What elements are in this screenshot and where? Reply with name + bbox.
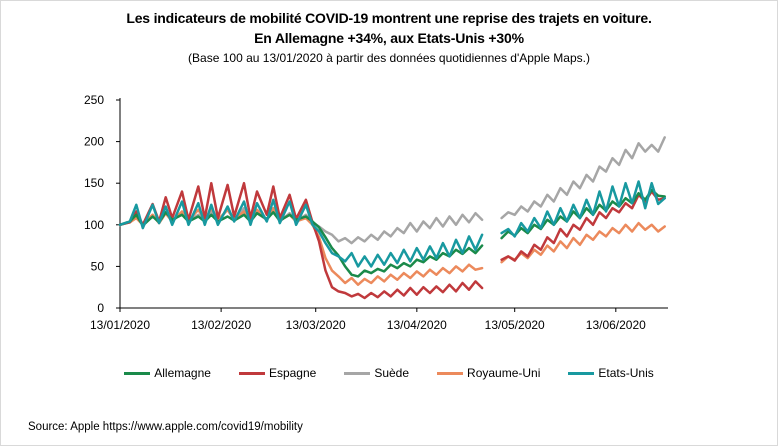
legend-item-royaume-uni: Royaume-Uni — [437, 366, 540, 380]
series-line-allemagne-1 — [118, 211, 484, 278]
y-tick-label: 250 — [84, 93, 104, 107]
y-tick-label: 200 — [84, 135, 104, 149]
chart-title: Les indicateurs de mobilité COVID-19 mon… — [126, 10, 652, 26]
legend-swatch — [238, 371, 265, 375]
y-tick-label: 0 — [97, 301, 104, 315]
legend-label: Allemagne — [154, 366, 211, 380]
legend-label: Suède — [374, 366, 410, 380]
series-line-suede-2 — [500, 136, 666, 220]
legend-item-allemagne: Allemagne — [124, 366, 211, 380]
x-tick-label: 13/05/2020 — [485, 318, 545, 332]
legend-swatch — [344, 371, 371, 375]
series-line-etats-unis-2 — [500, 180, 666, 238]
legend-swatch — [568, 371, 595, 375]
x-tick-label: 13/03/2020 — [286, 318, 346, 332]
series-line-etats-unis-1 — [118, 198, 484, 268]
legend-item-espagne: Espagne — [238, 366, 317, 380]
y-tick-label: 150 — [84, 176, 104, 190]
series-line-espagne-1 — [118, 181, 484, 300]
y-tick-label: 100 — [84, 218, 104, 232]
legend-item-etats-unis: Etats-Unis — [568, 366, 654, 380]
legend-label: Royaume-Uni — [467, 366, 541, 380]
y-tick-label: 50 — [91, 259, 105, 273]
x-tick-label: 13/02/2020 — [191, 318, 251, 332]
legend-swatch — [124, 371, 151, 375]
chart-title-line2: En Allemagne +34%, aux Etats-Unis +30% — [254, 30, 524, 46]
x-tick-label: 13/01/2020 — [90, 318, 150, 332]
legend-label: Etats-Unis — [598, 366, 654, 380]
legend-label: Espagne — [268, 366, 317, 380]
legend-item-suede: Suède — [344, 366, 409, 380]
source-note: Source: Apple https://www.apple.com/covi… — [28, 421, 303, 433]
chart-legend: Allemagne Espagne Suède Royaume-Uni Etats-Un… — [0, 366, 778, 380]
legend-swatch — [437, 371, 464, 375]
x-tick-label: 13/04/2020 — [387, 318, 447, 332]
chart-subtitle: (Base 100 au 13/01/2020 à partir des don… — [188, 51, 590, 65]
x-tick-label: 13/06/2020 — [586, 318, 646, 332]
